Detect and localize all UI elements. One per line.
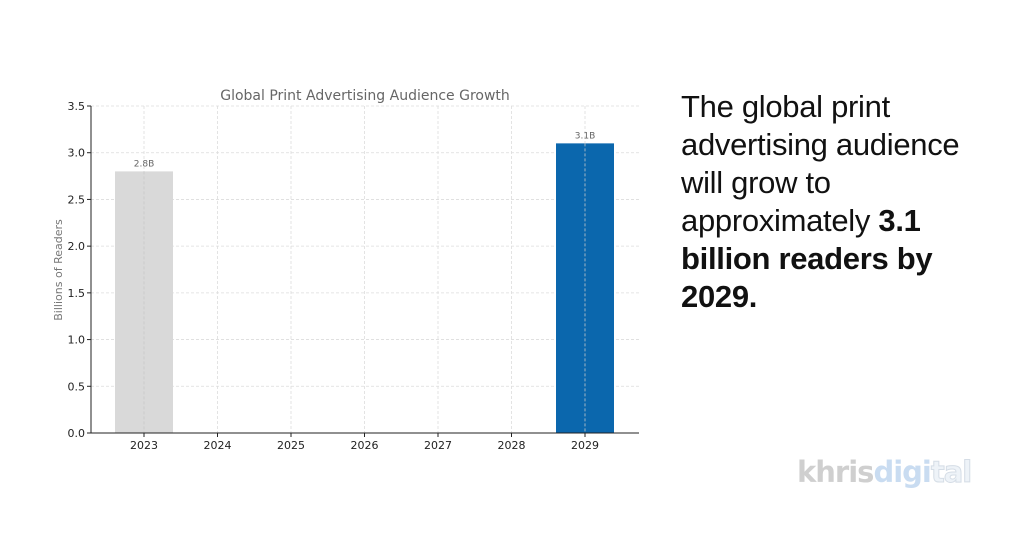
x-tick-label: 2024 bbox=[204, 439, 232, 452]
khrisdigital-logo: khrisdigital bbox=[797, 455, 973, 490]
y-tick-label: 0.0 bbox=[68, 427, 86, 440]
data-label: 3.1B bbox=[575, 131, 596, 141]
x-tick-label: 2026 bbox=[351, 439, 379, 452]
y-axis-label: Billions of Readers bbox=[52, 219, 65, 321]
chart-title: Global Print Advertising Audience Growth bbox=[220, 88, 510, 104]
headline-bold-text: 3.1 billion readers by 2029. bbox=[681, 203, 933, 314]
y-tick-label: 2.0 bbox=[68, 240, 86, 253]
x-tick-label: 2028 bbox=[498, 439, 526, 452]
x-tick-label: 2025 bbox=[277, 439, 305, 452]
data-label: 2.8B bbox=[134, 159, 155, 169]
y-tick-label: 3.0 bbox=[68, 147, 86, 160]
x-tick-label: 2023 bbox=[130, 439, 158, 452]
headline-text: The global print advertising audience wi… bbox=[681, 89, 960, 238]
headline: The global print advertising audience wi… bbox=[681, 88, 1001, 316]
y-tick-label: 1.0 bbox=[68, 334, 86, 347]
x-tick-label: 2029 bbox=[571, 439, 599, 452]
x-tick-label: 2027 bbox=[424, 439, 452, 452]
y-tick-label: 3.5 bbox=[68, 100, 86, 113]
y-tick-label: 2.5 bbox=[68, 193, 86, 206]
bar-chart: 2.8B 3.1B 0.0 0.5 1.0 1.5 2.0 2.5 3.0 3.5 2023 2024… bbox=[52, 88, 639, 452]
y-tick-label: 1.5 bbox=[68, 287, 86, 300]
y-tick-label: 0.5 bbox=[68, 380, 86, 393]
